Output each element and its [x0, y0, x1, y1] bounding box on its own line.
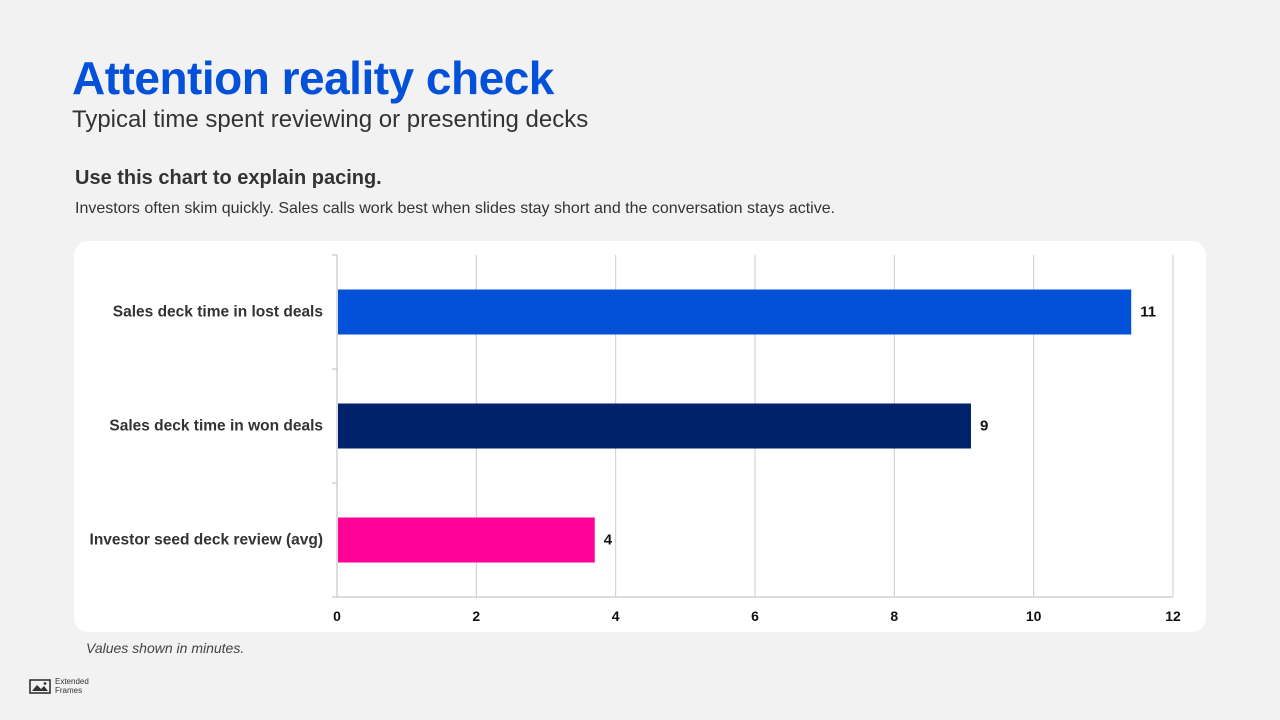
x-tick-label: 12: [1165, 608, 1181, 624]
bar: [338, 403, 971, 449]
category-label: Sales deck time in lost deals: [113, 304, 323, 321]
data-label: 4: [604, 532, 613, 549]
bar: [338, 289, 1132, 335]
page-subtitle: Typical time spent reviewing or presenti…: [72, 106, 589, 133]
category-label: Sales deck time in won deals: [109, 418, 323, 435]
brand-logo: Extended Frames: [29, 677, 89, 695]
section-heading: Use this chart to explain pacing.: [75, 167, 382, 189]
data-label: 9: [980, 418, 988, 435]
chart-card: Sales deck time in lost deals 11 Sales dec…: [74, 241, 1206, 632]
brand-name-line2: Frames: [55, 685, 83, 695]
category-label: Investor seed deck review (avg): [90, 532, 323, 549]
bar-chart: Sales deck time in lost deals 11 Sales dec…: [90, 254, 1181, 624]
page-title: Attention reality check: [72, 52, 554, 104]
x-tick-label: 10: [1026, 608, 1042, 624]
bar: [338, 517, 595, 563]
x-tick-label: 6: [751, 608, 759, 624]
image-frame-logo-icon: [29, 679, 51, 694]
brand-name-line1: Extended: [55, 677, 89, 686]
footnote: Values shown in minutes.: [86, 640, 245, 656]
x-tick-label: 0: [333, 608, 341, 624]
x-tick-label: 4: [612, 608, 620, 624]
x-tick-label: 2: [472, 608, 480, 624]
section-description: Investors often skim quickly. Sales call…: [75, 200, 836, 217]
data-label: 11: [1140, 304, 1156, 321]
x-tick-label: 8: [890, 608, 898, 624]
